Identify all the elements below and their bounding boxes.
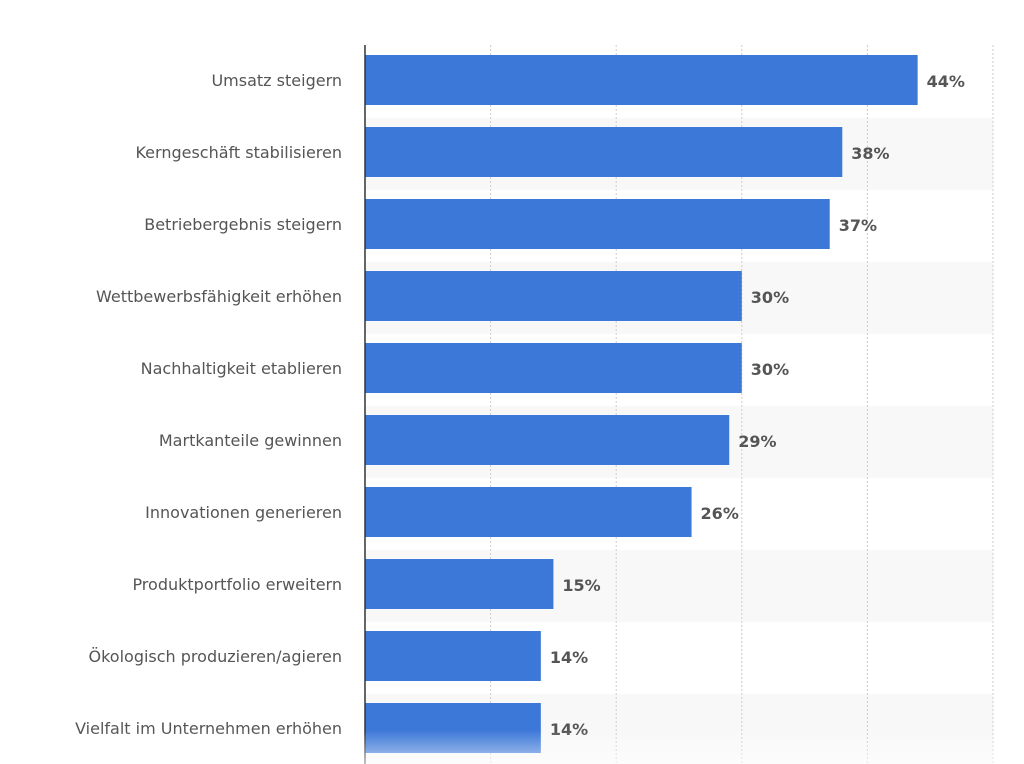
bar[interactable] bbox=[365, 55, 918, 105]
value-label: 29% bbox=[738, 432, 776, 451]
bar[interactable] bbox=[365, 343, 742, 393]
category-label: Martkanteile gewinnen bbox=[159, 431, 342, 450]
category-label: Nachhaltigkeit etablieren bbox=[141, 359, 342, 378]
category-label: Kerngeschäft stabilisieren bbox=[135, 143, 342, 162]
bar[interactable] bbox=[365, 487, 692, 537]
bars bbox=[365, 55, 918, 753]
bar[interactable] bbox=[365, 415, 730, 465]
bar[interactable] bbox=[365, 559, 554, 609]
category-label: Wettbewerbsfähigkeit erhöhen bbox=[96, 287, 342, 306]
bar[interactable] bbox=[365, 703, 541, 753]
value-label: 30% bbox=[751, 360, 789, 379]
value-label: 37% bbox=[839, 216, 877, 235]
bar[interactable] bbox=[365, 127, 843, 177]
category-label: Ökologisch produzieren/agieren bbox=[89, 647, 343, 666]
category-labels: Umsatz steigern Kerngeschäft stabilisiere… bbox=[75, 71, 342, 738]
value-label: 26% bbox=[701, 504, 739, 523]
category-label: Innovationen generieren bbox=[145, 503, 342, 522]
value-label: 38% bbox=[851, 144, 889, 163]
value-labels: 44% 38% 37% 30% 30% 29% 26% 15% 14% 14% bbox=[550, 72, 965, 739]
value-label: 14% bbox=[550, 648, 588, 667]
category-label: Vielfalt im Unternehmen erhöhen bbox=[75, 719, 342, 738]
category-label: Umsatz steigern bbox=[211, 71, 342, 90]
bar[interactable] bbox=[365, 631, 541, 681]
value-label: 44% bbox=[927, 72, 965, 91]
bar[interactable] bbox=[365, 271, 742, 321]
bar[interactable] bbox=[365, 199, 830, 249]
category-label: Betriebergebnis steigern bbox=[144, 215, 342, 234]
value-label: 14% bbox=[550, 720, 588, 739]
value-label: 30% bbox=[751, 288, 789, 307]
category-label: Produktportfolio erweitern bbox=[132, 575, 342, 594]
value-label: 15% bbox=[562, 576, 600, 595]
